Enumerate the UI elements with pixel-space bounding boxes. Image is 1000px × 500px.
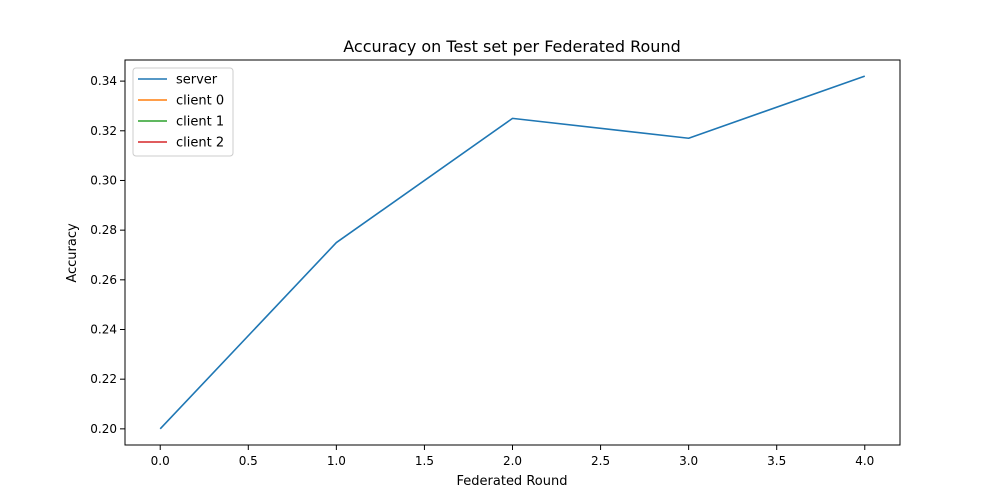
legend-label: server [176,73,218,88]
y-tick-label: 0.22 [90,372,117,386]
legend-label: client 0 [176,94,224,109]
y-axis-label: Accuracy [65,223,80,283]
legend: server client 0 client 1 client 2 [132,67,234,157]
legend-label: client 1 [176,115,224,130]
x-tick-label: 1.5 [415,454,434,468]
x-tick-label: 2.0 [503,454,522,468]
x-tick-label: 2.5 [591,454,610,468]
x-tick-label: 1.0 [327,454,346,468]
legend-label: client 2 [176,136,224,151]
y-tick-label: 0.26 [90,273,117,287]
y-axis: 0.20 0.22 0.24 0.26 0.28 0.30 0.32 0.34 [90,74,125,436]
legend-box [132,67,234,157]
x-tick-label: 4.0 [855,454,874,468]
y-tick-label: 0.24 [90,323,117,337]
x-tick-label: 0.5 [239,454,258,468]
chart-title: Accuracy on Test set per Federated Round [343,37,680,56]
y-tick-label: 0.20 [90,422,117,436]
y-tick-label: 0.28 [90,223,117,237]
x-tick-label: 0.0 [151,454,170,468]
x-axis-label: Federated Round [457,474,568,489]
y-tick-label: 0.30 [90,173,117,187]
x-tick-label: 3.5 [767,454,786,468]
y-tick-label: 0.32 [90,124,117,138]
x-tick-label: 3.0 [679,454,698,468]
x-axis: 0.0 0.5 1.0 1.5 2.0 2.5 3.0 3.5 4.0 [151,445,874,468]
y-tick-label: 0.34 [90,74,117,88]
plot-area [159,75,866,430]
